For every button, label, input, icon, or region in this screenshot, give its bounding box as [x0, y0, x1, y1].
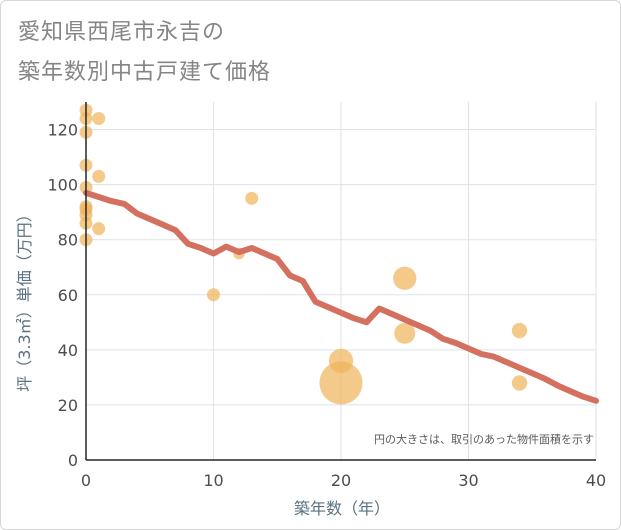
data-point [92, 169, 106, 183]
y-tick-label: 0 [68, 451, 78, 470]
data-points [79, 103, 528, 405]
y-tick-label: 80 [58, 231, 78, 250]
y-tick-labels: 0 20 40 60 80 100 120 [47, 121, 78, 470]
x-tick-label: 10 [203, 471, 223, 490]
y-tick-label: 40 [58, 341, 78, 360]
data-point [207, 288, 220, 302]
data-point [328, 348, 354, 374]
x-tick-labels: 0 10 20 30 40 [81, 471, 606, 490]
x-tick-label: 40 [586, 471, 606, 490]
data-point [511, 375, 528, 391]
y-axis-label: 坪（3.3㎡）単価（万円） [15, 206, 34, 391]
data-point [511, 322, 528, 339]
data-point [319, 361, 363, 405]
data-point [92, 222, 106, 236]
data-point [92, 112, 106, 126]
x-tick-label: 30 [458, 471, 478, 490]
axes [85, 102, 596, 461]
y-tick-label: 20 [58, 396, 78, 415]
data-point [245, 191, 259, 205]
x-axis-label: 築年数（年） [294, 499, 390, 518]
grid [86, 102, 597, 460]
y-tick-label: 60 [58, 286, 78, 305]
trend-line [83, 189, 599, 404]
chart-title-line1: 愛知県西尾市永吉の [18, 20, 226, 45]
y-tick-label: 120 [47, 121, 78, 140]
data-point [393, 266, 417, 290]
chart-title-line2: 築年数別中古戸建て価格 [18, 60, 272, 85]
x-tick-label: 0 [81, 471, 91, 490]
size-note: 円の大きさは、取引のあった物件面積を示す [374, 432, 594, 446]
x-tick-label: 20 [331, 471, 351, 490]
data-point [394, 322, 416, 344]
y-tick-label: 100 [47, 176, 78, 195]
